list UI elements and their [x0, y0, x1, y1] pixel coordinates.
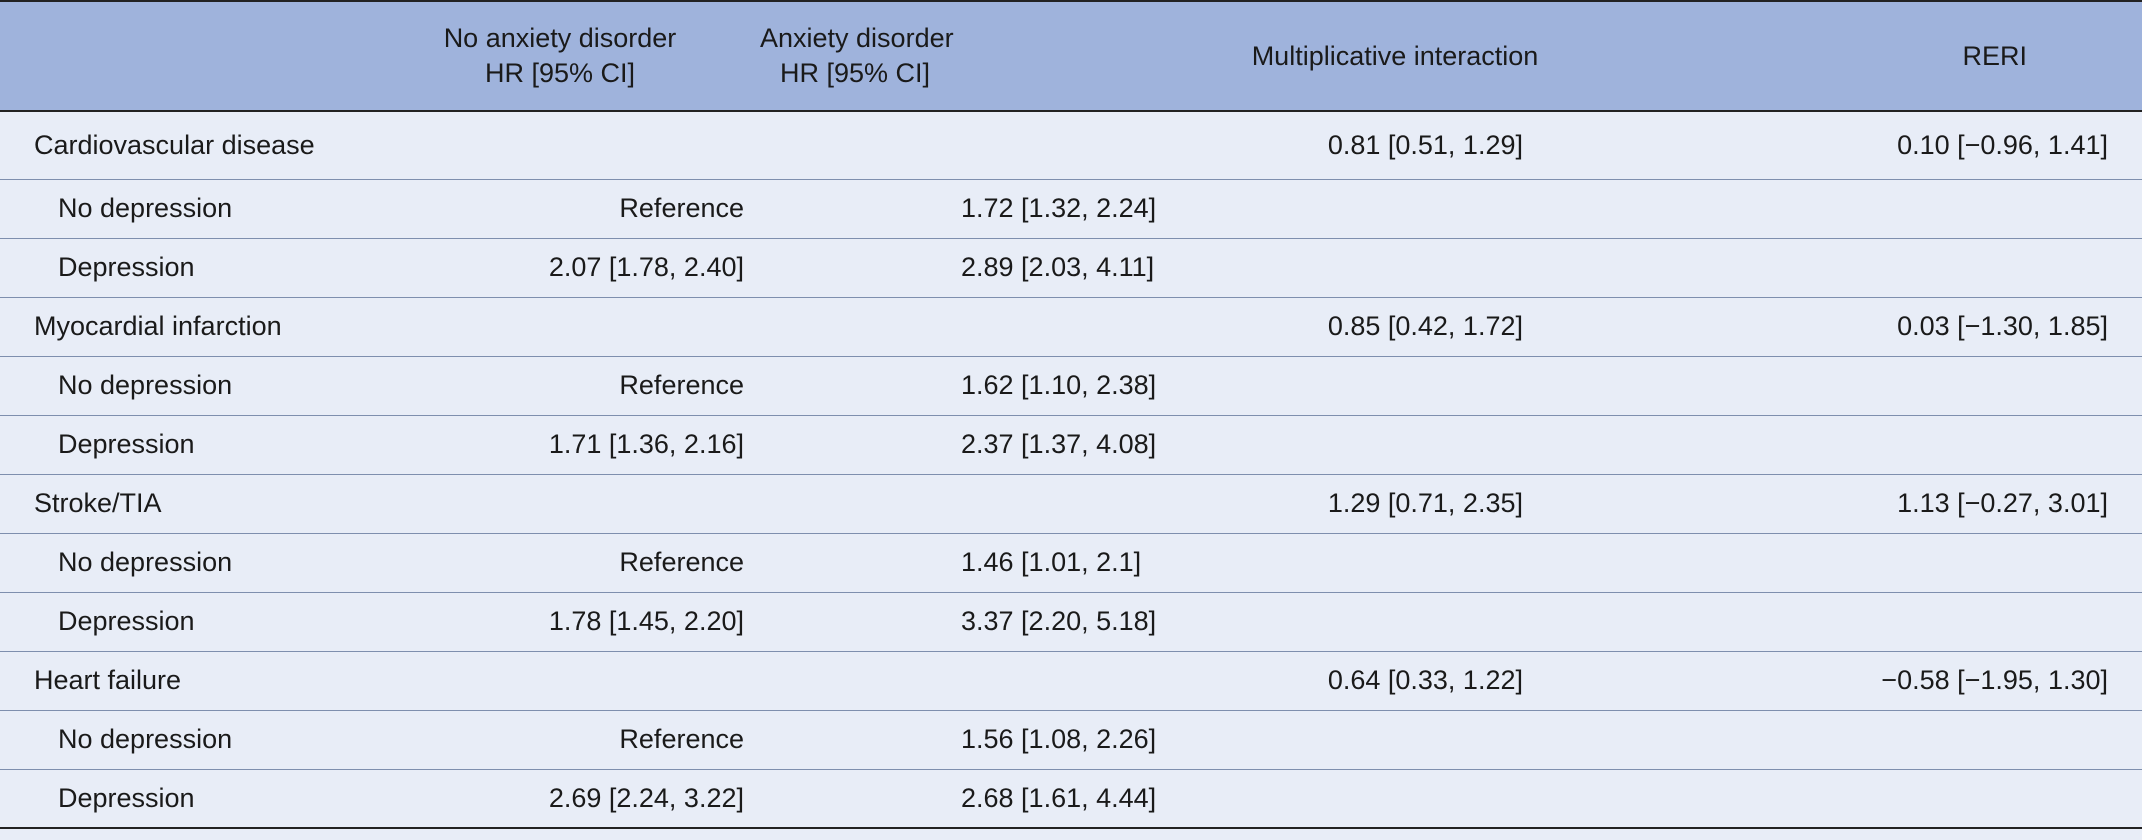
cell-multiplicative-interaction: 0.85 [0.42, 1.72]: [1170, 297, 1610, 357]
header-multiplicative: Multiplicative interaction: [1170, 0, 1610, 112]
cell-reri: [1610, 710, 2142, 770]
cell-anxiety-hr: 2.37 [1.37, 4.08]: [750, 415, 1170, 475]
row-label: Depression: [0, 769, 470, 829]
cell-multiplicative-interaction: [1170, 179, 1610, 239]
row-label: No depression: [0, 356, 470, 416]
cell-no-anxiety-hr: 1.71 [1.36, 2.16]: [470, 415, 750, 475]
cell-multiplicative-interaction: 1.29 [0.71, 2.35]: [1170, 474, 1610, 534]
cell-reri: 0.03 [−1.30, 1.85]: [1610, 297, 2142, 357]
row-label: Depression: [0, 415, 470, 475]
table-row: Depression 2.07 [1.78, 2.40] 2.89 [2.03, 4…: [0, 238, 2142, 298]
table-row: No depression Reference 1.72 [1.32, 2.24]: [0, 179, 2142, 239]
row-label: Cardiovascular disease: [0, 111, 470, 180]
cell-anxiety-hr: [750, 651, 1170, 711]
cell-reri: [1610, 179, 2142, 239]
table-header-row: No anxiety disorder HR [95% CI] Anxiety …: [0, 0, 2142, 112]
cell-no-anxiety-hr: 1.78 [1.45, 2.20]: [470, 592, 750, 652]
header-anxiety-subtitle: HR [95% CI]: [779, 58, 931, 88]
table-row: No depression Reference 1.46 [1.01, 2.1]: [0, 533, 2142, 593]
cell-anxiety-hr: 1.46 [1.01, 2.1]: [750, 533, 1170, 593]
cell-no-anxiety-hr: Reference: [470, 179, 750, 239]
cell-reri: [1610, 769, 2142, 829]
table-row: Depression 1.78 [1.45, 2.20] 3.37 [2.20, 5…: [0, 592, 2142, 652]
cell-no-anxiety-hr: [470, 651, 750, 711]
row-label: Heart failure: [0, 651, 470, 711]
table-row: Depression 1.71 [1.36, 2.16] 2.37 [1.37, 4…: [0, 415, 2142, 475]
table-body: Cardiovascular disease 0.81 [0.51, 1.29] 0…: [0, 111, 2142, 829]
cell-multiplicative-interaction: [1170, 710, 1610, 770]
cell-anxiety-hr: [750, 111, 1170, 180]
table-row: Depression 2.69 [2.24, 3.22] 2.68 [1.61, 4…: [0, 769, 2142, 829]
row-label: Depression: [0, 592, 470, 652]
cell-reri: [1610, 533, 2142, 593]
cell-reri: 0.10 [−0.96, 1.41]: [1610, 111, 2142, 180]
cell-reri: −0.58 [−1.95, 1.30]: [1610, 651, 2142, 711]
cell-no-anxiety-hr: [470, 474, 750, 534]
cell-anxiety-hr: [750, 474, 1170, 534]
header-no-anxiety-title: No anxiety disorder: [443, 23, 677, 53]
cell-reri: [1610, 238, 2142, 298]
row-label: No depression: [0, 710, 470, 770]
row-label: Depression: [0, 238, 470, 298]
cell-multiplicative-interaction: [1170, 356, 1610, 416]
cell-multiplicative-interaction: [1170, 415, 1610, 475]
cell-reri: 1.13 [−0.27, 3.01]: [1610, 474, 2142, 534]
cell-multiplicative-interaction: 0.81 [0.51, 1.29]: [1170, 111, 1610, 180]
row-label: Myocardial infarction: [0, 297, 470, 357]
cell-reri: [1610, 592, 2142, 652]
cell-anxiety-hr: 1.56 [1.08, 2.26]: [750, 710, 1170, 770]
outcome-row: Cardiovascular disease 0.81 [0.51, 1.29] 0…: [0, 111, 2142, 180]
cell-anxiety-hr: 1.62 [1.10, 2.38]: [750, 356, 1170, 416]
cell-no-anxiety-hr: [470, 297, 750, 357]
cell-multiplicative-interaction: 0.64 [0.33, 1.22]: [1170, 651, 1610, 711]
cell-anxiety-hr: 3.37 [2.20, 5.18]: [750, 592, 1170, 652]
cell-anxiety-hr: 1.72 [1.32, 2.24]: [750, 179, 1170, 239]
cell-multiplicative-interaction: [1170, 769, 1610, 829]
cell-reri: [1610, 415, 2142, 475]
header-anxiety: Anxiety disorder HR [95% CI]: [750, 0, 1170, 112]
row-label: No depression: [0, 533, 470, 593]
outcome-row: Myocardial infarction 0.85 [0.42, 1.72] 0.…: [0, 297, 2142, 357]
outcome-row: Stroke/TIA 1.29 [0.71, 2.35] 1.13 [−0.27, …: [0, 474, 2142, 534]
cell-multiplicative-interaction: [1170, 592, 1610, 652]
table-row: No depression Reference 1.56 [1.08, 2.26]: [0, 710, 2142, 770]
cell-no-anxiety-hr: 2.69 [2.24, 3.22]: [470, 769, 750, 829]
cell-multiplicative-interaction: [1170, 238, 1610, 298]
cell-anxiety-hr: [750, 297, 1170, 357]
header-no-anxiety-subtitle: HR [95% CI]: [484, 58, 636, 88]
cell-no-anxiety-hr: Reference: [470, 356, 750, 416]
header-reri: RERI: [1610, 0, 2142, 112]
cell-no-anxiety-hr: [470, 111, 750, 180]
header-empty-cell: [0, 0, 470, 112]
cell-no-anxiety-hr: Reference: [470, 710, 750, 770]
cell-anxiety-hr: 2.89 [2.03, 4.11]: [750, 238, 1170, 298]
cell-reri: [1610, 356, 2142, 416]
header-anxiety-title: Anxiety disorder: [760, 23, 954, 53]
row-label: Stroke/TIA: [0, 474, 470, 534]
outcome-row: Heart failure 0.64 [0.33, 1.22] −0.58 [−1.…: [0, 651, 2142, 711]
table-row: No depression Reference 1.62 [1.10, 2.38]: [0, 356, 2142, 416]
cell-no-anxiety-hr: Reference: [470, 533, 750, 593]
cell-multiplicative-interaction: [1170, 533, 1610, 593]
row-label: No depression: [0, 179, 470, 239]
cell-no-anxiety-hr: 2.07 [1.78, 2.40]: [470, 238, 750, 298]
cell-anxiety-hr: 2.68 [1.61, 4.44]: [750, 769, 1170, 829]
header-no-anxiety: No anxiety disorder HR [95% CI]: [444, 0, 750, 112]
